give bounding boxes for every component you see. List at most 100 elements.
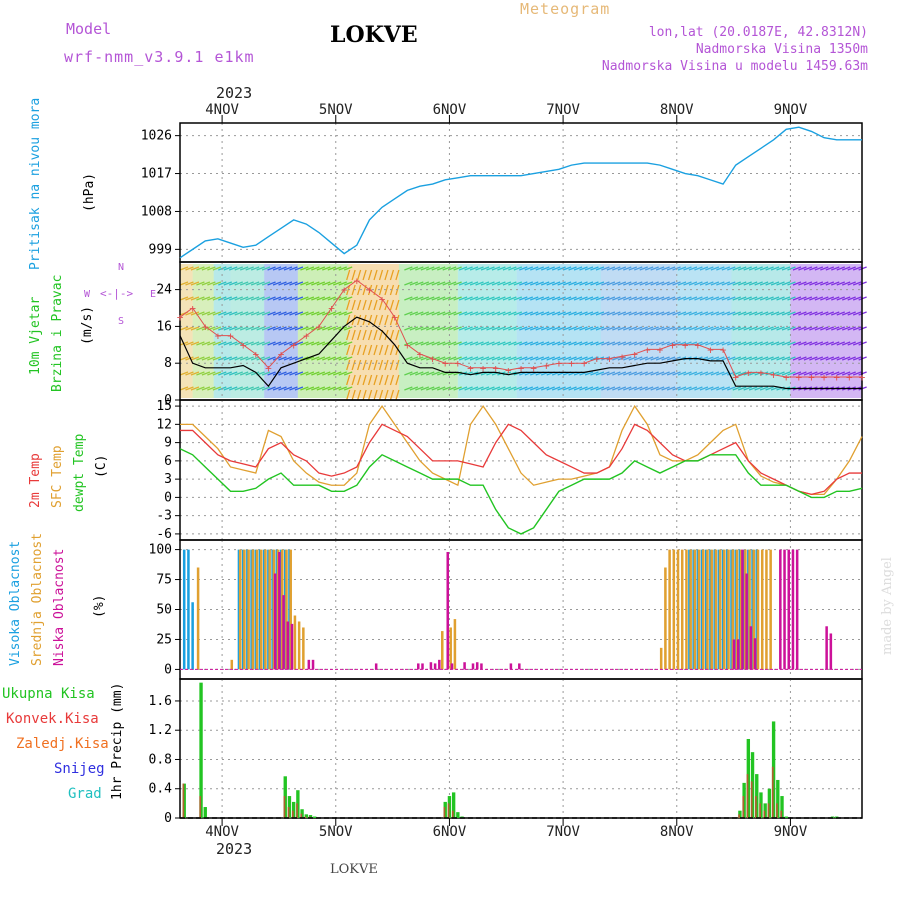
wind-barb <box>196 281 205 286</box>
wind-barb <box>196 371 205 376</box>
wind-barb <box>389 314 395 326</box>
wind-barb <box>278 296 287 301</box>
wind-barb <box>395 299 400 311</box>
wind-barb <box>513 326 523 331</box>
wind-barb <box>661 371 670 376</box>
wind-barb <box>705 341 714 346</box>
wind-barb <box>469 341 479 346</box>
wind-barb <box>223 266 233 271</box>
dewpt-line <box>179 448 863 535</box>
wind-barb <box>420 296 430 301</box>
wind-barb <box>190 371 200 376</box>
wind-barb <box>289 371 298 376</box>
wind-barb <box>727 326 736 331</box>
wind-gust-marker: + <box>593 353 600 366</box>
wind-barb <box>666 326 676 331</box>
wind-barb <box>343 311 353 316</box>
wind-barb <box>453 266 462 271</box>
wind-gust-marker: + <box>833 371 840 384</box>
wind-barb <box>814 356 824 361</box>
wind-barb <box>250 281 260 286</box>
wind-barb <box>367 344 373 356</box>
wind-barb <box>389 389 395 401</box>
wind-barb <box>573 386 583 391</box>
wind-barb <box>322 266 331 271</box>
wind-barb <box>502 386 512 391</box>
wind-barb <box>530 341 539 346</box>
wind-barb <box>426 386 435 391</box>
wind-barb <box>409 371 419 376</box>
wind-gust-marker: + <box>543 360 550 373</box>
wind-barb <box>431 341 440 346</box>
wind-barb <box>378 374 384 386</box>
wind-barb <box>179 326 189 331</box>
wind-barb <box>486 296 495 301</box>
wind-gust-marker: + <box>252 348 259 361</box>
wind-barb <box>623 356 632 361</box>
wind-barb <box>508 281 517 286</box>
wind-barb <box>606 281 616 286</box>
wind-barb <box>431 386 440 391</box>
wind-barb <box>644 371 654 376</box>
wind-barb <box>185 326 194 331</box>
wind-barb <box>464 281 473 286</box>
wind-barb <box>272 311 282 316</box>
wind-barb <box>234 281 243 286</box>
wind-barb <box>229 371 238 376</box>
wind-barb <box>798 341 807 346</box>
wind-barb <box>568 266 577 271</box>
wind-barb <box>540 356 550 361</box>
wind-barb <box>261 386 271 391</box>
wind-barb <box>612 296 621 301</box>
wind-barb <box>809 371 818 376</box>
wind-barb <box>464 371 473 376</box>
wind-barb <box>601 341 610 346</box>
wind-barb <box>508 356 517 361</box>
wind-gust-marker: + <box>354 274 361 287</box>
wind-barb <box>716 371 725 376</box>
wind-gust-marker: + <box>290 339 297 352</box>
wind-barb <box>256 311 265 316</box>
wind-barb <box>650 296 659 301</box>
wind-barb <box>809 341 818 346</box>
wind-barb <box>480 356 490 361</box>
wind-barb <box>196 341 205 346</box>
wind-barb <box>814 326 824 331</box>
wind-barb <box>311 356 320 361</box>
wind-barb <box>239 326 249 331</box>
wind-barb <box>546 281 555 286</box>
wind-barb <box>207 311 216 316</box>
wind-barb <box>362 299 367 311</box>
wind-barb <box>289 266 298 271</box>
wind-barb <box>267 341 276 346</box>
wind-barb <box>847 311 856 316</box>
wind-barb <box>530 386 539 391</box>
wind-barb <box>389 344 395 356</box>
wind-barb <box>776 266 785 271</box>
wind-barb <box>748 326 758 331</box>
wind-barb <box>508 266 517 271</box>
wind-barb <box>754 266 763 271</box>
precip-convective-bar <box>296 803 298 818</box>
wind-barb <box>803 326 813 331</box>
wind-barb <box>305 266 315 271</box>
wind-barb <box>245 341 254 346</box>
wind-barb <box>530 296 539 301</box>
wind-barb <box>486 281 495 286</box>
wind-barb <box>300 326 309 331</box>
wind-barb <box>322 326 331 331</box>
precip-convective-bar <box>780 810 783 818</box>
wind-barb <box>346 389 351 401</box>
wind-barb <box>458 266 468 271</box>
wind-barb <box>261 296 271 301</box>
wind-barb <box>367 359 373 371</box>
wind-barb <box>453 311 462 316</box>
wind-tick-label: 24 <box>156 283 172 298</box>
wind-barb <box>234 386 243 391</box>
wind-barb <box>836 356 845 361</box>
wind-barb <box>661 296 670 301</box>
wind-barb <box>738 371 747 376</box>
temperature-tick-label: -3 <box>156 509 172 524</box>
wind-barb <box>458 341 468 346</box>
wind-barb <box>639 356 648 361</box>
